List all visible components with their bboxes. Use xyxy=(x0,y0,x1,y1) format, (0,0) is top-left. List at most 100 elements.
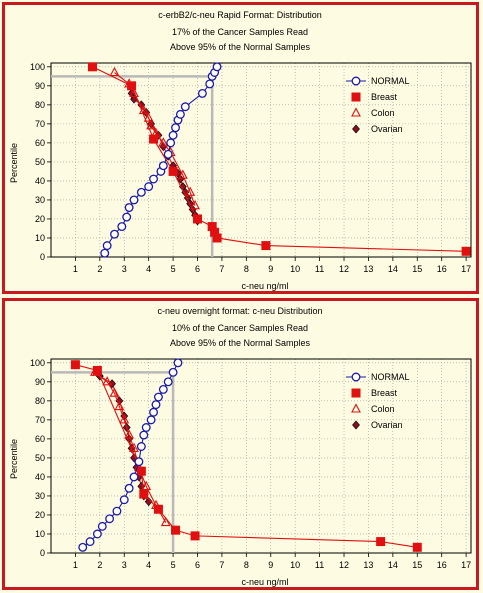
chart-top-series-normal-point xyxy=(102,241,112,251)
chart-bottom-x-tick-label: 9 xyxy=(268,560,273,570)
chart-panel-bottom: c-neu overnight format: c-neu Distributi… xyxy=(2,298,479,590)
chart-top-x-tick-label: 15 xyxy=(412,264,422,274)
chart-bottom-y-axis-title: Percentile xyxy=(9,439,19,479)
chart-top-series-normal-point xyxy=(168,130,178,140)
chart-top-series-normal-point xyxy=(163,149,173,159)
chart-top-x-tick-label: 13 xyxy=(363,264,373,274)
chart-top-x-tick-label: 9 xyxy=(268,264,273,274)
chart-bottom-series-normal-point xyxy=(112,506,122,516)
chart-bottom-series-normal-point xyxy=(158,384,168,394)
chart-bottom-y-tick-label: 70 xyxy=(35,415,45,425)
chart-top-series-normal-point xyxy=(166,138,176,148)
chart-bottom-y-tick-label: 90 xyxy=(35,377,45,387)
chart-top-y-tick-label: 60 xyxy=(35,138,45,148)
chart-bottom-x-tick-label: 1 xyxy=(73,560,78,570)
chart-bottom-series-breast-point xyxy=(412,542,422,552)
chart-bottom-legend-normal-marker xyxy=(351,372,361,382)
chart-bottom-series-normal-point xyxy=(134,457,144,467)
chart-top-x-tick-label: 2 xyxy=(97,264,102,274)
chart-top-series-normal-point xyxy=(124,203,134,212)
chart-bottom-y-tick-label: 100 xyxy=(30,358,45,368)
chart-bottom-legend-breast-marker xyxy=(351,388,361,398)
chart-top-series-breast-line xyxy=(92,66,467,252)
chart-bottom-series-ovarian-point xyxy=(144,497,153,507)
chart-bottom-series-colon-point xyxy=(160,516,171,527)
chart-bottom-x-tick-label: 15 xyxy=(412,560,422,570)
chart-top-plot-frame xyxy=(50,62,472,258)
chart-top-y-tick-label: 50 xyxy=(35,157,45,167)
chart-top-series-normal-point xyxy=(110,229,119,239)
chart-top-series-normal-point xyxy=(129,195,139,205)
chart-top-series-normal-point xyxy=(136,187,146,197)
chart-bottom-series-normal-point xyxy=(151,400,161,410)
chart-top-series-breast-point xyxy=(212,233,222,243)
chart-top-y-tick-label: 40 xyxy=(35,176,45,186)
chart-bottom-series-colon-point xyxy=(114,400,125,411)
chart-top-y-tick-label: 0 xyxy=(40,252,45,262)
chart-top-series-breast-point xyxy=(210,227,220,237)
chart-top-series-normal-point xyxy=(171,123,180,133)
chart-bottom-series-normal-point xyxy=(149,407,159,417)
chart-top-series-breast-point xyxy=(207,222,217,232)
chart-top-x-tick-label: 14 xyxy=(388,264,398,274)
chart-top-x-tick-label: 11 xyxy=(315,264,324,274)
chart-bottom-series-normal-point xyxy=(119,495,129,505)
chart-top-legend-breast: Breast xyxy=(371,92,398,102)
chart-top-series-colon-point xyxy=(177,169,188,179)
chart-top-series-normal-point xyxy=(149,174,159,184)
chart-bottom-legend-breast: Breast xyxy=(371,388,398,398)
chart-bottom-x-tick-label: 8 xyxy=(244,560,249,570)
chart-bottom-legend-ovarian-marker xyxy=(352,420,360,430)
chart-top-x-tick-label: 10 xyxy=(290,264,300,274)
chart-top-y-axis-title: Percentile xyxy=(9,143,19,183)
chart-top-series-colon-point xyxy=(158,137,169,147)
chart-bottom-series-normal-point xyxy=(173,358,183,368)
chart-top-x-axis-title: c-neu ng/ml xyxy=(241,281,288,291)
chart-top-series-colon-point xyxy=(146,120,157,130)
chart-bottom-x-axis-title: c-neu ng/ml xyxy=(241,577,288,587)
chart-bottom-series-breast-point xyxy=(139,489,149,499)
chart-top-series-normal-point xyxy=(144,182,154,192)
chart-top-legend-colon: Colon xyxy=(371,108,395,118)
chart-top-legend-ovarian: Ovarian xyxy=(371,124,403,134)
chart-bottom-x-tick-label: 11 xyxy=(315,560,324,570)
chart-top-y-tick-label: 20 xyxy=(35,214,45,224)
chart-top-series-breast-point xyxy=(168,166,178,176)
chart-bottom-y-tick-label: 60 xyxy=(35,434,45,444)
chart-top-series-breast-point xyxy=(88,62,98,72)
chart-bottom-plot-frame xyxy=(50,358,472,554)
chart-top-x-tick-label: 16 xyxy=(437,264,447,274)
chart-bottom-series-normal-point xyxy=(78,542,88,552)
chart-bottom-plot: 1 2 3 4 5 6 7 8 9 10 11 12 13 14 15 16 17010203040506070… xyxy=(30,358,472,570)
chart-bottom-series-normal-point xyxy=(168,367,178,377)
chart-top-y-tick-label: 10 xyxy=(35,233,45,243)
chart-bottom-x-tick-label: 17 xyxy=(461,560,471,570)
chart-bottom-y-tick-label: 50 xyxy=(35,453,45,463)
chart-bottom-x-tick-label: 6 xyxy=(195,560,200,570)
chart-top-series-colon-point xyxy=(109,66,120,77)
chart-bottom-title-line-2: 10% of the Cancer Samples Read xyxy=(172,323,308,333)
chart-bottom-series-breast-point xyxy=(376,537,386,547)
chart-panel-top: c-erbB2/c-neu Rapid Format: Distribution… xyxy=(2,2,479,294)
chart-top-title-line-2: 17% of the Cancer Samples Read xyxy=(172,27,308,37)
chart-bottom-series-colon-point xyxy=(141,480,152,490)
chart-top-series-normal-point xyxy=(205,79,215,89)
chart-top-y-tick-label: 80 xyxy=(35,100,45,110)
chart-bottom-y-tick-label: 40 xyxy=(35,472,45,482)
chart-top-series-breast-point xyxy=(193,214,203,224)
chart-bottom-y-tick-label: 30 xyxy=(35,491,45,501)
chart-top-title-line-3: Above 95% of the Normal Samples xyxy=(170,42,311,52)
chart-top-series-normal-point xyxy=(158,161,168,171)
chart-bottom-legend: NORMAL Breast Colon Ovarian xyxy=(346,372,410,430)
chart-bottom-series-normal-point xyxy=(163,377,173,387)
chart-top-series-normal-point xyxy=(175,109,185,119)
chart-bottom-series-colon-point xyxy=(109,387,120,397)
chart-top-x-tick-label: 17 xyxy=(461,264,471,274)
chart-top-series-normal-point xyxy=(197,88,207,98)
chart-bottom-title-line-3: Above 95% of the Normal Samples xyxy=(170,338,311,348)
chart-top-legend-normal-marker xyxy=(351,76,361,86)
chart-bottom-series-normal-point xyxy=(105,514,115,524)
chart-bottom-legend-colon: Colon xyxy=(371,404,395,414)
chart-bottom-series-breast-point xyxy=(70,360,80,370)
